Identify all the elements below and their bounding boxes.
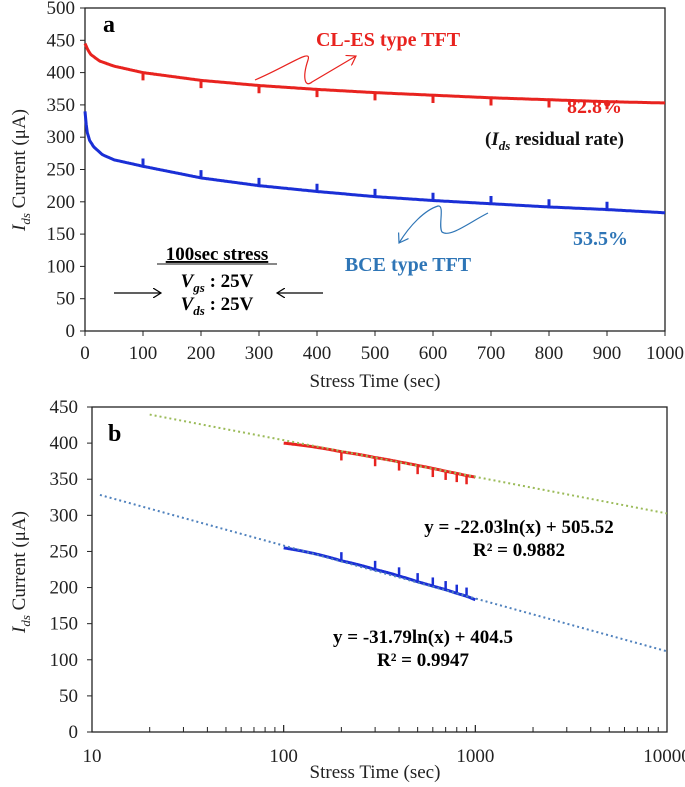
y-tick-label-a: 400 (47, 63, 76, 84)
trend-r2-red: R² = 0.9882 (473, 540, 565, 561)
red-residual-rate: 82.8% (567, 96, 622, 118)
y-tick-label-b: 400 (50, 433, 79, 454)
y-tick-label-b: 250 (50, 541, 79, 562)
residual-rate-label: (Ids residual rate) (485, 129, 624, 153)
x-tick-label-a: 700 (477, 343, 506, 364)
series-cles-line-b (283, 441, 476, 479)
series-bce-line-b (283, 546, 476, 602)
y-tick-label-b: 50 (59, 686, 78, 707)
x-tick-label-a: 300 (245, 343, 274, 364)
cles-arrow (254, 56, 356, 85)
stress-title: 100sec stress (166, 244, 269, 265)
x-tick-label-b: 1000 (456, 746, 494, 767)
x-axis-label-b: Stress Time (sec) (310, 762, 441, 783)
x-tick-label-a: 1000 (646, 343, 684, 364)
x-tick-label-a: 800 (535, 343, 564, 364)
y-tick-label-a: 200 (47, 192, 76, 213)
panel-a: 0 100 200 300 400 500 600 700 800 900 1000 0 50 100 15… (9, 0, 684, 392)
x-axis-label-a: Stress Time (sec) (310, 371, 441, 392)
y-tick-label-b: 450 (50, 397, 79, 418)
panel-label-a: a (103, 12, 115, 38)
panel-label-b: b (108, 421, 121, 447)
y-tick-label-b: 150 (50, 614, 79, 635)
x-tick-label-a: 500 (361, 343, 390, 364)
plot-area-b (91, 406, 668, 733)
y-tick-label-a: 450 (47, 30, 76, 51)
x-tick-label-a: 200 (187, 343, 216, 364)
bce-arrow (399, 205, 489, 243)
y-tick-label-a: 100 (47, 256, 76, 277)
y-tick-label-a: 150 (47, 224, 76, 245)
x-tick-label-a: 0 (80, 343, 90, 364)
series-bce-line (83, 111, 666, 215)
y-axis-label-a: Ids Current (μA) (9, 109, 33, 232)
trend-r2-blue: R² = 0.9947 (377, 650, 469, 671)
y-tick-label-a: 500 (47, 0, 76, 19)
vds-label: Vds : 25V (181, 294, 254, 318)
x-tick-label-a: 600 (419, 343, 448, 364)
y-tick-label-b: 0 (69, 722, 79, 743)
vgs-label: Vgs : 25V (181, 271, 254, 295)
x-tick-label-b: 10 (83, 746, 102, 767)
x-tick-label-b: 100 (269, 746, 298, 767)
y-tick-label-b: 200 (50, 578, 79, 599)
x-tick-label-a: 900 (593, 343, 622, 364)
plot-area-a (84, 7, 666, 332)
series-label-cles: CL-ES type TFT (316, 29, 461, 51)
x-tick-label-a: 400 (303, 343, 332, 364)
y-tick-label-b: 300 (50, 505, 79, 526)
y-tick-label-a: 250 (47, 160, 76, 181)
y-tick-label-b: 350 (50, 469, 79, 490)
y-tick-label-a: 0 (66, 321, 76, 342)
trend-eq-red: y = -22.03ln(x) + 505.52 (424, 517, 613, 538)
y-tick-label-a: 350 (47, 95, 76, 116)
y-axis-label-b: Ids Current (μA) (9, 511, 33, 634)
trendline-blue (99, 493, 668, 653)
series-label-bce: BCE type TFT (345, 254, 472, 276)
trendline-red (149, 413, 668, 515)
y-tick-label-a: 50 (56, 289, 75, 310)
blue-residual-rate: 53.5% (573, 228, 628, 250)
series-cles-line (83, 42, 666, 110)
trend-eq-blue: y = -31.79ln(x) + 404.5 (333, 627, 513, 648)
y-tick-label-a: 300 (47, 127, 76, 148)
y-tick-label-b: 100 (50, 650, 79, 671)
x-tick-label-a: 100 (129, 343, 158, 364)
